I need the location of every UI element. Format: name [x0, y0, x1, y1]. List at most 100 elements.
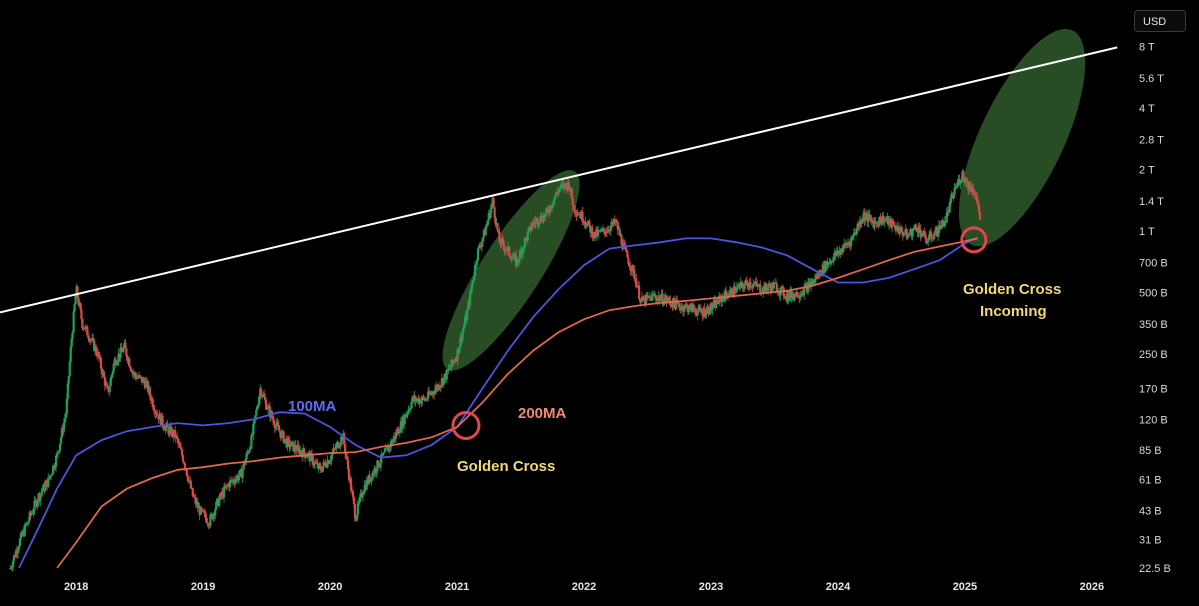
candle-body — [591, 227, 594, 238]
candle-body — [922, 230, 925, 237]
candle-body — [374, 468, 377, 473]
candle-body — [63, 418, 66, 423]
candle-body — [498, 232, 501, 242]
candle-body — [205, 517, 208, 523]
candle-body — [515, 259, 519, 266]
candle-body — [705, 309, 708, 315]
candle-body — [607, 229, 610, 231]
candle-body — [540, 215, 543, 221]
candle-body — [287, 438, 290, 440]
candle-body — [186, 476, 190, 481]
candle-body — [937, 225, 941, 234]
y-tick-label: 350 B — [1139, 319, 1168, 331]
candle-body — [11, 566, 14, 568]
candle-body — [40, 492, 43, 494]
candle-body — [469, 291, 472, 306]
candle-body — [79, 303, 82, 310]
candle-body — [740, 282, 743, 284]
candle-body — [868, 214, 871, 218]
candle-body — [470, 289, 473, 292]
candle-body — [500, 238, 503, 245]
candle-body — [139, 376, 143, 378]
candle-body — [538, 222, 541, 225]
candle-body — [125, 348, 128, 356]
candle-body — [828, 262, 831, 264]
candle-body — [110, 374, 113, 379]
golden-cross-label: Golden Cross — [457, 458, 555, 475]
candle-body — [919, 229, 922, 237]
candle-body — [743, 284, 746, 289]
candle-body — [662, 303, 665, 305]
candle-body — [59, 437, 63, 444]
candle-body — [41, 490, 44, 493]
candle-body — [960, 179, 963, 183]
candle-body — [264, 400, 268, 410]
candle-body — [344, 444, 347, 454]
candle-body — [558, 188, 562, 190]
candle-body — [289, 445, 292, 448]
candle-body — [351, 491, 355, 498]
candle-body — [277, 425, 280, 430]
candle-body — [255, 409, 258, 416]
candle-body — [322, 461, 325, 467]
candle-body — [49, 475, 52, 479]
candle-body — [837, 252, 840, 255]
candle-body — [616, 221, 619, 230]
candle-body — [494, 217, 497, 225]
candle-body — [137, 377, 140, 378]
y-tick-label: 250 B — [1139, 349, 1168, 361]
candle-body — [956, 182, 959, 187]
candle-body — [414, 396, 417, 401]
y-tick-label: 700 B — [1139, 258, 1168, 270]
candle-body — [542, 215, 545, 223]
candle-body — [554, 196, 557, 199]
candle-body — [620, 235, 623, 245]
candle-body — [546, 208, 549, 210]
candle-body — [27, 520, 30, 523]
candle-body — [973, 193, 976, 195]
candle-body — [614, 220, 617, 224]
candle-body — [696, 310, 699, 316]
candle-body — [918, 226, 921, 230]
candle-body — [884, 218, 887, 220]
candle-body — [864, 215, 867, 221]
candle-body — [636, 286, 639, 288]
candle-body — [719, 295, 722, 297]
candle-body — [489, 208, 492, 218]
candle-body — [100, 368, 104, 375]
candle-body — [958, 179, 961, 185]
x-tick-label: 2019 — [191, 581, 215, 593]
candle-body — [278, 429, 281, 433]
candle-body — [119, 347, 122, 358]
candle-body — [56, 452, 60, 454]
candle-body — [739, 282, 742, 289]
candle-body — [683, 304, 687, 310]
candle-body — [915, 227, 918, 231]
candle-body — [744, 280, 747, 285]
currency-selector[interactable]: USD — [1134, 10, 1186, 32]
candle-body — [288, 439, 291, 448]
y-tick-label: 2 T — [1139, 164, 1155, 176]
candle-body — [60, 427, 64, 438]
candle-body — [479, 246, 483, 248]
candle-body — [84, 326, 87, 330]
candle-body — [832, 256, 835, 263]
candle-body — [924, 232, 927, 239]
candle-body — [793, 293, 796, 300]
candle-body — [267, 406, 271, 407]
candle-body — [512, 257, 515, 259]
candle-body — [799, 295, 802, 299]
candle-body — [39, 493, 42, 501]
candle-body — [681, 305, 685, 312]
candle-body — [202, 510, 205, 513]
candle-body — [932, 238, 935, 240]
candle-body — [318, 464, 321, 467]
candle-body — [179, 447, 183, 450]
candle-body — [324, 463, 327, 467]
candle-body — [97, 352, 101, 359]
candle-body — [188, 480, 191, 482]
candle-body — [557, 189, 561, 193]
candle-body — [162, 425, 165, 429]
candle-body — [222, 486, 226, 498]
